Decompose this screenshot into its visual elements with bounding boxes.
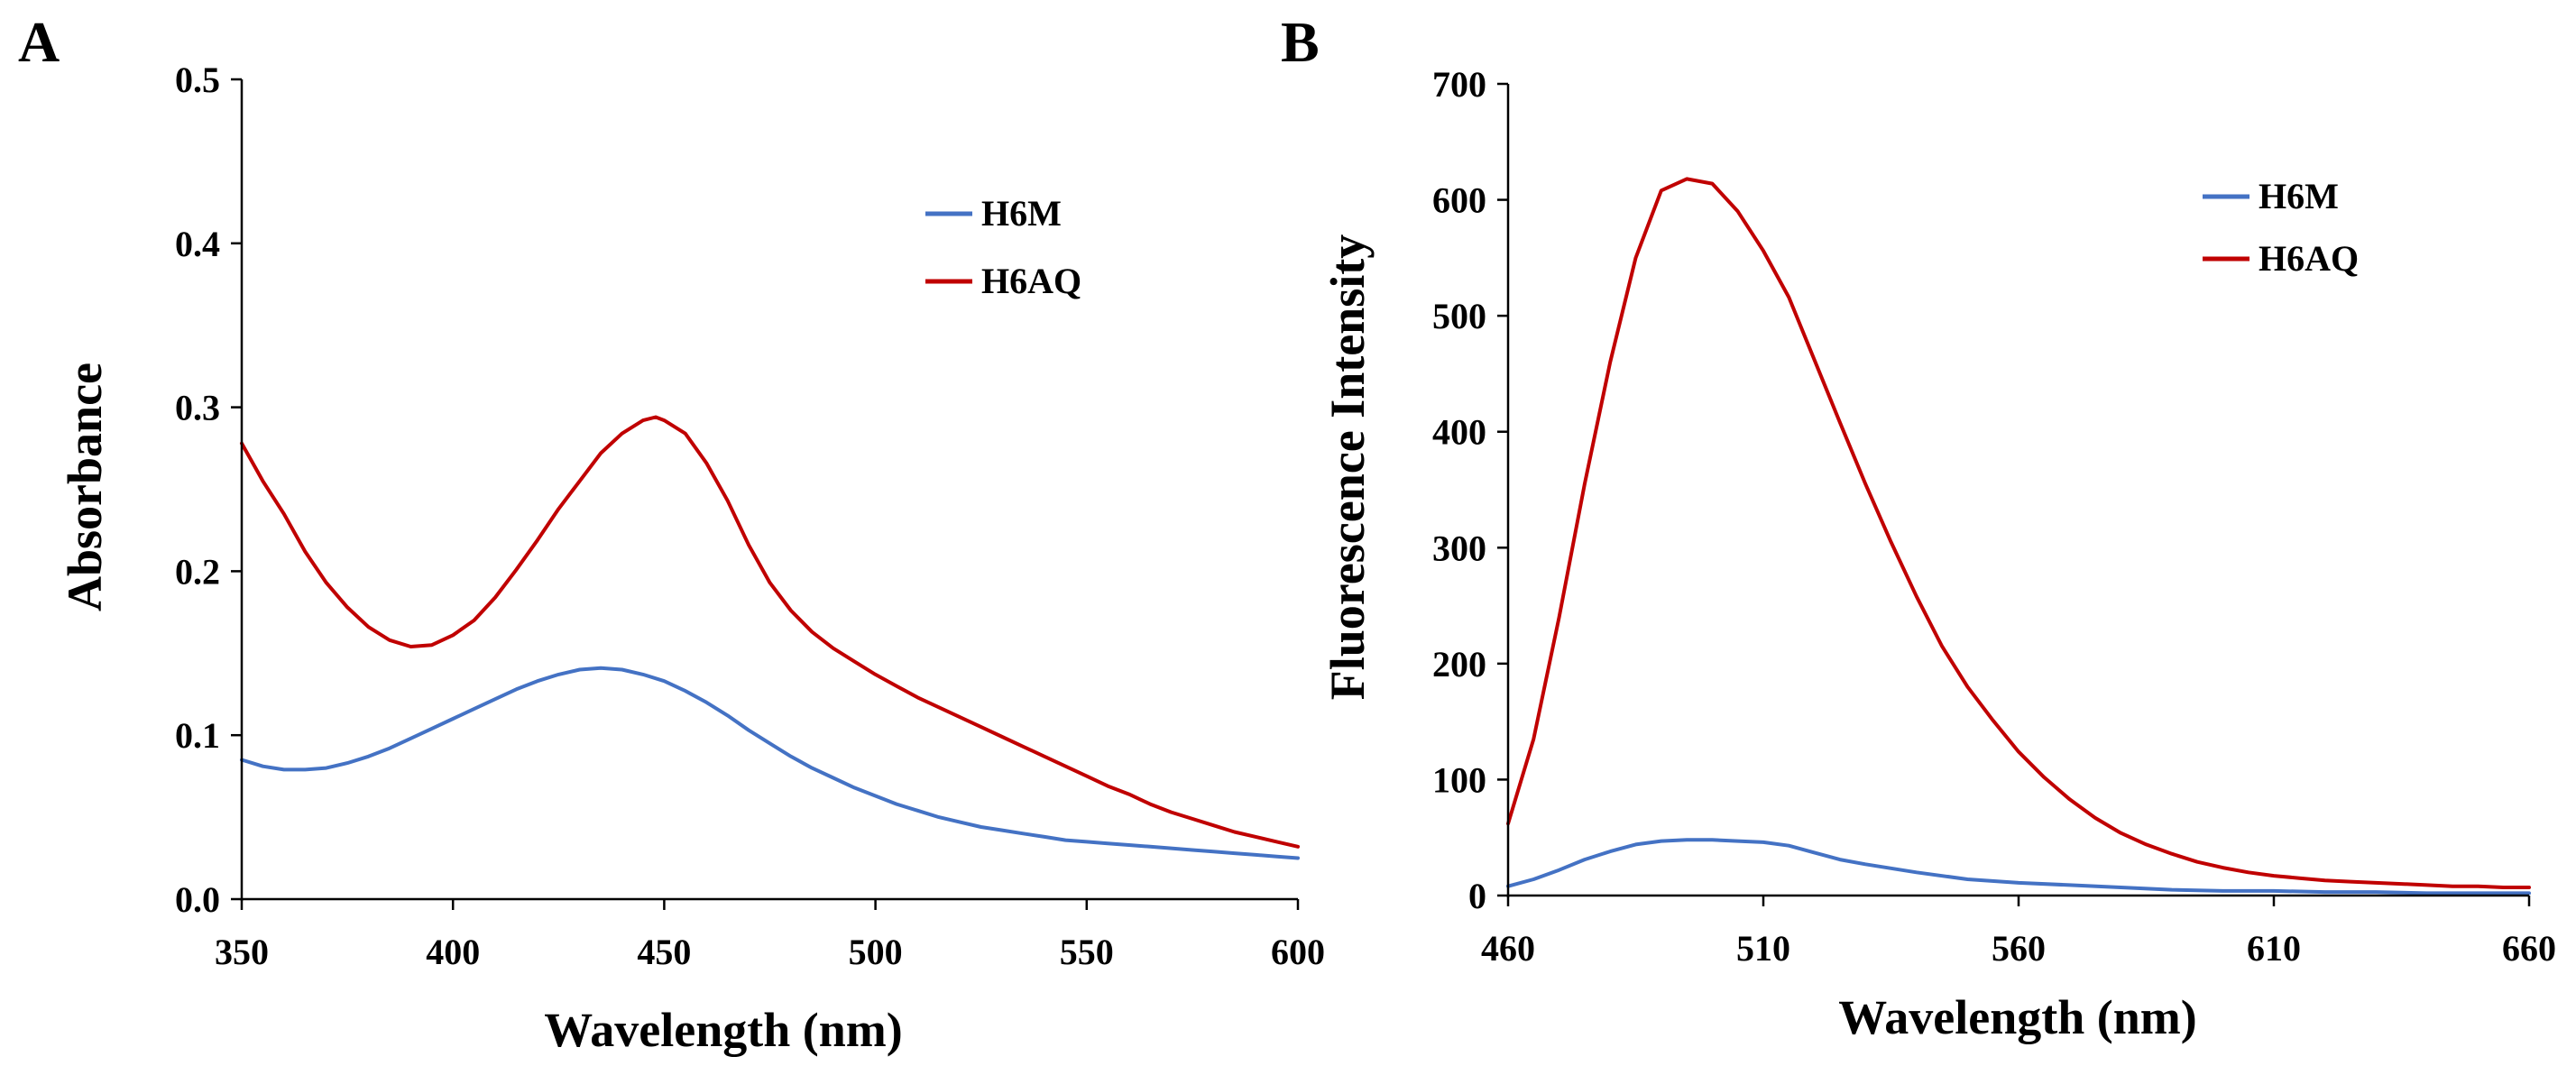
chart-a-x-tick-label: 550 [1060, 932, 1114, 972]
chart-a-y-tick-label: 0.1 [175, 715, 220, 756]
chart-a-legend: H6M H6AQ [925, 193, 1081, 301]
chart-b-x-tick-label: 610 [2247, 928, 2301, 969]
chart-b-y-tick-label: 100 [1432, 759, 1486, 800]
chart-b-y-tick-label: 700 [1432, 64, 1486, 105]
chart-a-series [240, 415, 1300, 860]
chart-b-plot: 460 510 560 610 660 0 100 200 300 400 500 600 700 [1432, 64, 2556, 969]
chart-b-series [1506, 177, 2531, 896]
panel-a: A 350 400 450 500 550 600 0.0 0.1 0.2 0.3 0.4 0.5 W… [18, 10, 1325, 1057]
chart-b-y-tick-label: 0 [1468, 876, 1486, 916]
panel-b: B 460 510 560 610 6600100200300400500600700 … [1281, 10, 2556, 1044]
chart-a-ticks: 350 400 450 500 550 600 0.0 0.1 0.2 0.3 0.4 0.5 [175, 60, 1325, 972]
chart-a-y-axis-title: Absorbance [58, 363, 112, 611]
chart-a-y-tick-label: 0.4 [175, 224, 220, 264]
chart-a-x-tick-label: 600 [1271, 932, 1325, 972]
chart-a-x-tick-label: 350 [215, 932, 269, 972]
chart-a-plot: 350 400 450 500 550 600 0.0 0.1 0.2 0.3 0.4 0.5 [175, 60, 1325, 972]
chart-b-y-tick-label: 300 [1432, 528, 1486, 568]
chart-b-y-tick-label: 500 [1432, 296, 1486, 336]
legend-label-b-h6aq: H6AQ [2259, 238, 2359, 279]
chart-a-y-tick-label: 0.0 [175, 879, 220, 920]
chart-b-x-tick-label: 660 [2502, 928, 2556, 969]
panel-label-b: B [1281, 10, 1320, 74]
chart-a-x-tick-label: 400 [426, 932, 480, 972]
panel-label-a: A [18, 10, 60, 74]
chart-b-series-h6aq-line [1506, 177, 2531, 889]
legend-label-b-h6m: H6M [2259, 176, 2339, 216]
chart-b-x-axis-title: Wavelength (nm) [1838, 990, 2197, 1044]
chart-a-x-tick-label: 500 [849, 932, 903, 972]
chart-a-y-tick-label: 0.3 [175, 388, 220, 428]
chart-a-x-tick-label: 450 [637, 932, 691, 972]
chart-a-y-tick-label: 0.2 [175, 551, 220, 592]
chart-a-series-h6aq-line [240, 415, 1300, 849]
chart-b-ticks: 460 510 560 610 660 0 100 200 300 400 500 600 700 [1432, 64, 2556, 969]
chart-b-legend: H6M H6AQ [2203, 176, 2359, 279]
legend-label-a-h6aq: H6AQ [981, 261, 1081, 301]
chart-a-x-axis-title: Wavelength (nm) [544, 1003, 903, 1057]
chart-b-x-tick-label: 510 [1736, 928, 1790, 969]
chart-b-y-axis-title: Fluorescence Intensity [1320, 234, 1375, 700]
legend-label-a-h6m: H6M [981, 193, 1062, 234]
chart-a-y-tick-label: 0.5 [175, 60, 220, 100]
chart-a-series-h6m-line [240, 666, 1300, 860]
chart-b-x-tick-label: 460 [1481, 928, 1535, 969]
chart-b-x-tick-label: 560 [1992, 928, 2046, 969]
chart-b-series-h6m-line [1506, 838, 2531, 896]
chart-b-y-tick-label: 600 [1432, 180, 1486, 221]
chart-b-y-tick-label: 400 [1432, 412, 1486, 453]
chart-b-y-tick-label: 200 [1432, 644, 1486, 685]
